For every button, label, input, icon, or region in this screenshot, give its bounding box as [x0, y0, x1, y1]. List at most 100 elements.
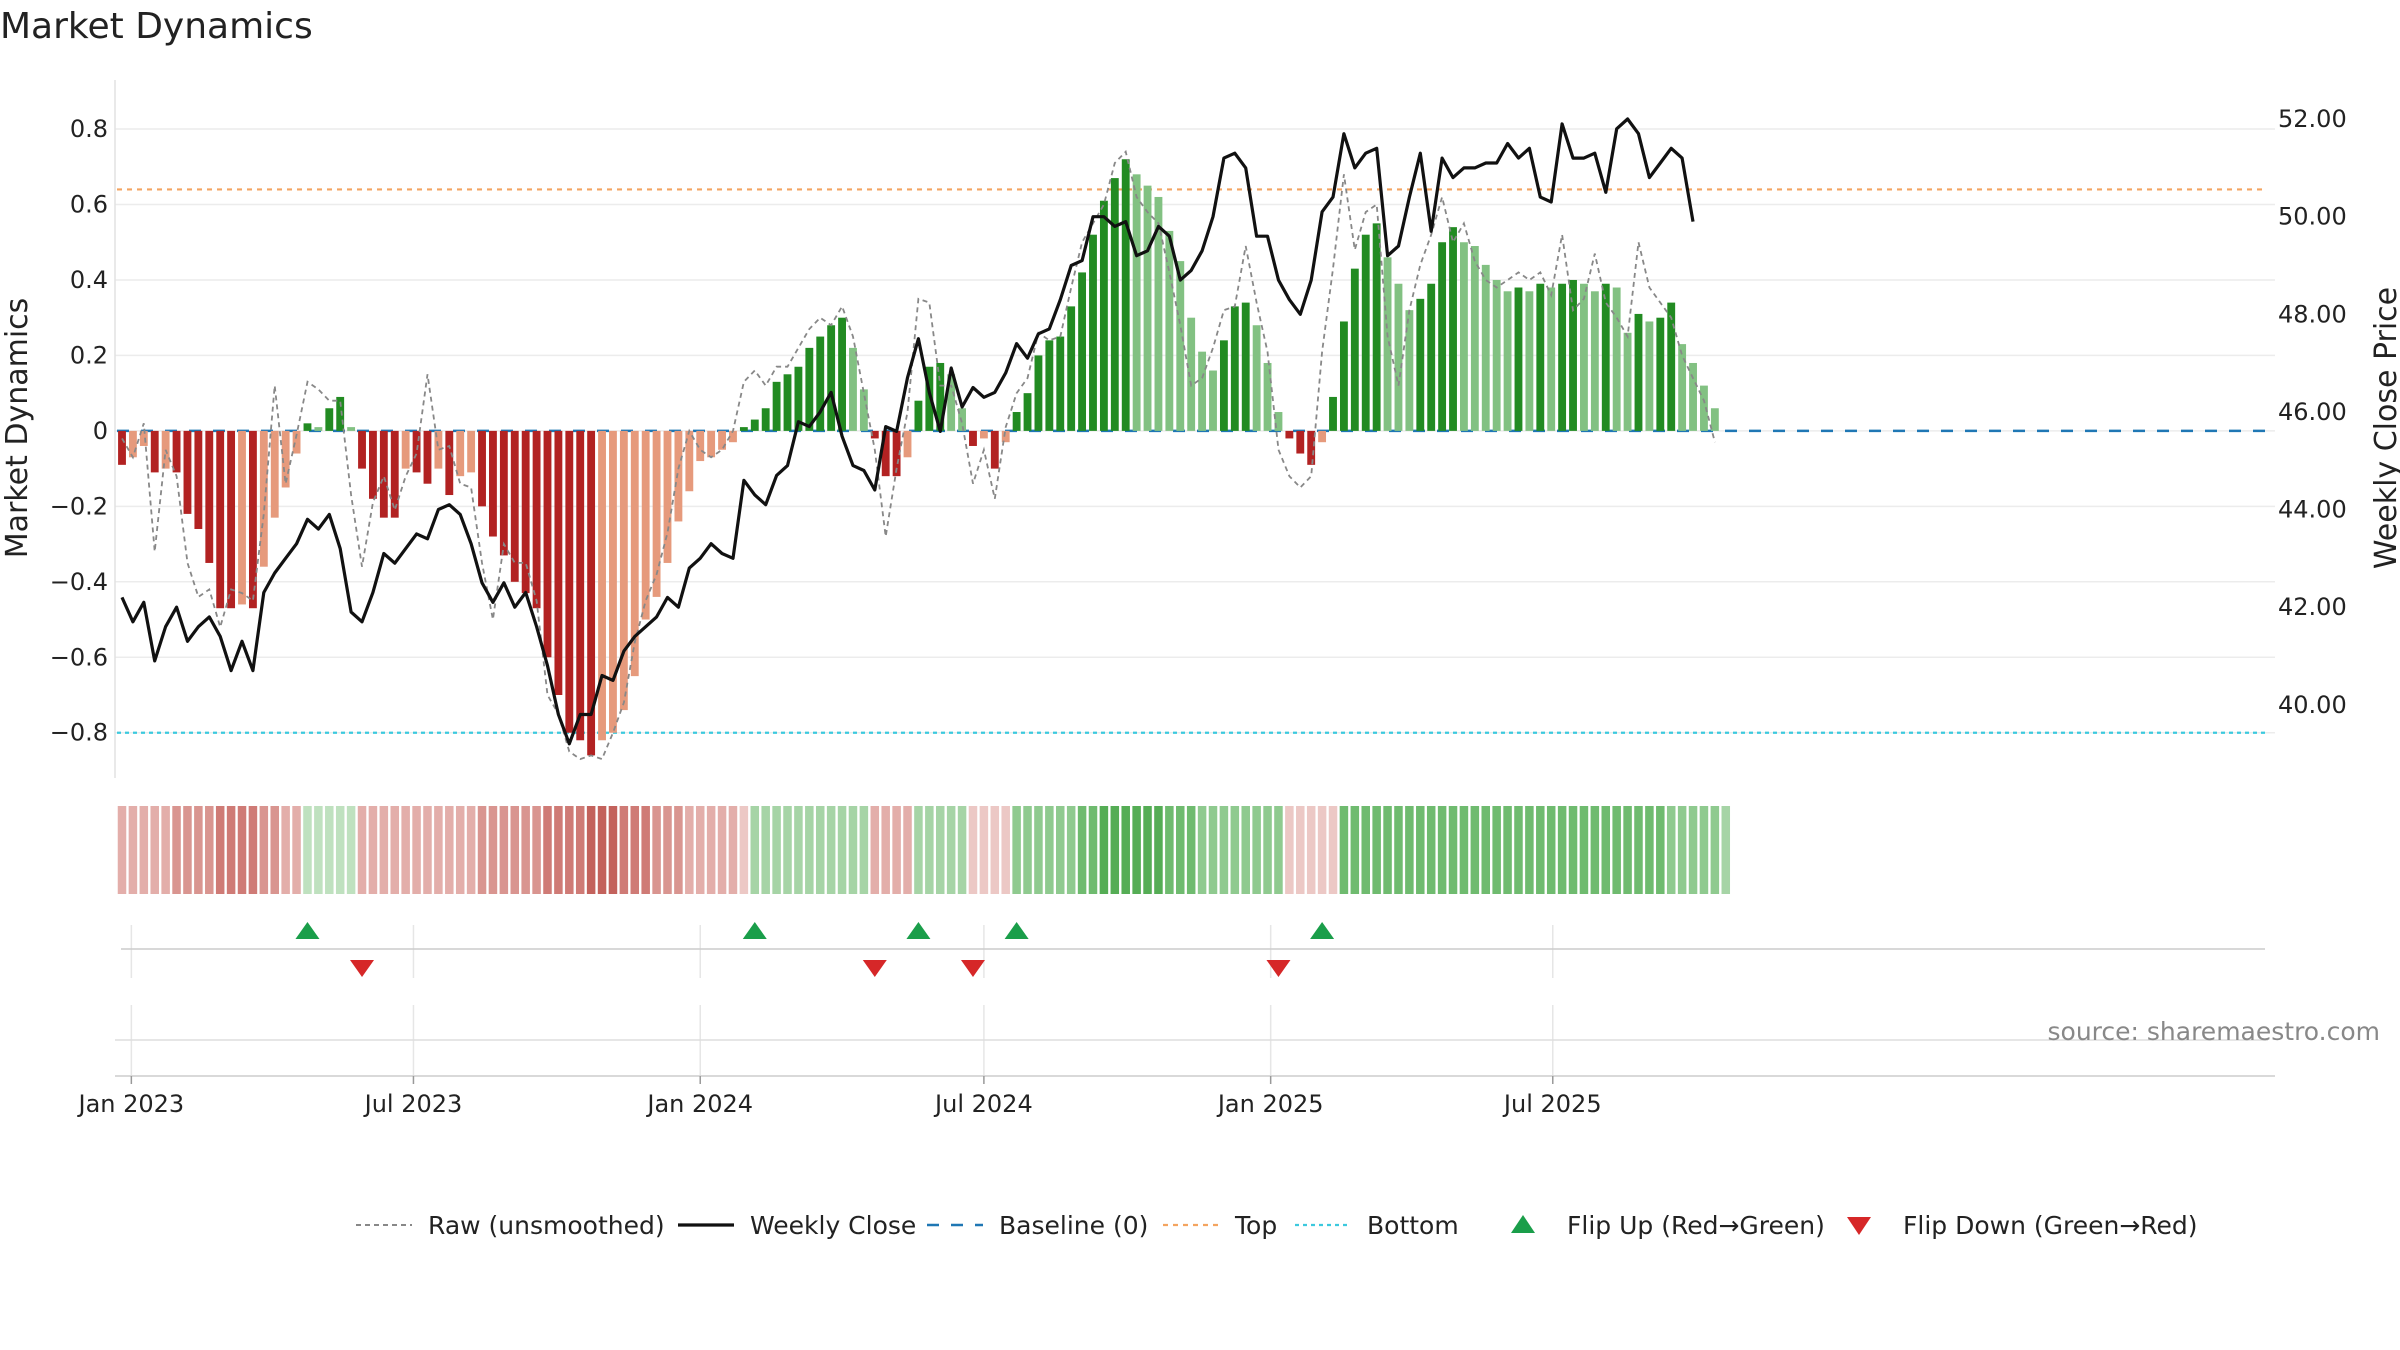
status-cell — [1023, 806, 1032, 894]
dynamics-bar — [881, 430, 890, 477]
status-cell — [1143, 806, 1152, 894]
status-cell — [1459, 806, 1469, 894]
dynamics-bar — [510, 430, 519, 582]
dynamics-bar — [707, 430, 716, 458]
dynamics-bar — [292, 430, 301, 454]
status-cell — [1721, 806, 1731, 894]
dynamics-bar — [1209, 370, 1217, 431]
status-cell — [466, 806, 476, 894]
status-cell — [750, 806, 760, 894]
status-cell — [270, 806, 279, 894]
flip-up-marker — [906, 922, 931, 939]
status-cell — [1066, 806, 1076, 894]
status-cell — [826, 806, 836, 894]
legend: Raw (unsmoothed) Weekly Close Baseline (0)… — [356, 1211, 2198, 1240]
dynamics-bar — [630, 430, 639, 677]
legend-label: Top — [1234, 1211, 1277, 1240]
flip-down-marker — [862, 960, 887, 977]
chart-title: Market Dynamics — [0, 6, 313, 47]
dynamics-bar — [183, 430, 192, 514]
status-cell — [990, 806, 1000, 894]
legend-label: Raw (unsmoothed) — [428, 1211, 665, 1240]
dynamics-bar — [1285, 430, 1294, 439]
dynamics-bar — [1645, 321, 1654, 431]
status-cell — [641, 806, 650, 894]
dynamics-bar — [1318, 430, 1327, 443]
status-cell — [619, 806, 629, 894]
dynamics-bar — [816, 336, 825, 431]
dynamics-bar — [979, 430, 988, 439]
status-cell — [1077, 806, 1087, 894]
dynamics-bar — [401, 430, 410, 469]
status-cell — [892, 806, 901, 894]
dynamics-bar — [1525, 291, 1534, 431]
status-cell — [837, 806, 847, 894]
dynamics-bar — [1634, 313, 1643, 431]
dynamics-bar — [216, 430, 225, 609]
dynamics-bar — [412, 430, 421, 473]
status-cell — [772, 806, 781, 894]
dynamics-bar — [379, 430, 388, 518]
legend-item-baseline: Baseline (0) — [927, 1211, 1148, 1240]
legend-swatch-flip-down — [1847, 1217, 1871, 1235]
dynamics-bar — [958, 408, 966, 431]
status-cell — [554, 806, 563, 894]
dynamics-bar — [1427, 283, 1436, 431]
status-cell — [794, 806, 803, 894]
dynamics-bar — [1067, 306, 1076, 431]
status-cell — [357, 806, 367, 894]
status-cell — [412, 806, 421, 894]
status-cell — [881, 806, 890, 894]
raw-line — [121, 149, 1716, 761]
right-tick-label: 42.00 — [2278, 593, 2347, 621]
legend-item-flip-up: Flip Up (Red→Green) — [1511, 1211, 1825, 1240]
dynamics-bar — [358, 430, 366, 469]
dynamics-bar — [947, 374, 956, 431]
dynamics-bar — [1416, 298, 1425, 431]
dynamics-bar — [794, 366, 803, 431]
status-cell — [1263, 806, 1272, 894]
dynamics-bar — [969, 430, 977, 446]
left-tick-label: −0.2 — [50, 492, 108, 520]
status-cell — [205, 806, 214, 894]
dynamics-bar — [532, 430, 541, 609]
dynamics-bar — [827, 325, 836, 431]
status-cell — [325, 806, 334, 894]
dynamics-bar — [1503, 291, 1512, 431]
status-cell — [1165, 806, 1174, 894]
status-cell — [237, 806, 247, 894]
status-cell — [1426, 806, 1436, 894]
dynamics-bar — [1274, 412, 1283, 431]
dynamics-bar — [729, 430, 737, 443]
dynamics-bar — [314, 427, 323, 431]
status-cell — [128, 806, 138, 894]
dynamics-bar — [172, 430, 181, 473]
dynamics-bar — [259, 430, 268, 567]
left-tick-label: −0.4 — [50, 568, 108, 596]
status-cell — [455, 806, 465, 894]
left-tick-label: −0.8 — [50, 719, 108, 747]
dynamics-bar — [1470, 246, 1479, 431]
x-tick-label: Jul 2023 — [363, 1090, 463, 1118]
dynamics-bar — [1601, 283, 1610, 431]
raw-line-layer — [121, 149, 1716, 761]
dynamics-bar — [1296, 430, 1305, 454]
flip-markers-panel — [121, 922, 2265, 977]
dynamics-bar — [1198, 351, 1207, 431]
dynamics-bar — [1667, 302, 1676, 431]
status-cell — [1197, 806, 1207, 894]
dynamics-bar — [838, 317, 846, 431]
dynamics-bar — [281, 430, 290, 488]
flip-down-marker — [350, 960, 375, 977]
dynamics-bar — [467, 430, 476, 473]
dynamics-bar — [1656, 317, 1665, 431]
legend-label: Flip Down (Green→Red) — [1903, 1211, 2198, 1240]
status-cell — [630, 806, 640, 894]
flip-up-marker — [295, 922, 320, 939]
status-cell — [1601, 806, 1611, 894]
status-cell — [1328, 806, 1338, 894]
status-cell — [1645, 806, 1654, 894]
dynamics-bar — [1121, 159, 1130, 431]
status-cell — [1088, 806, 1098, 894]
